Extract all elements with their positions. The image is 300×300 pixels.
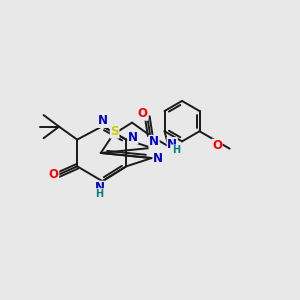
Text: N: N [167, 137, 177, 151]
Text: S: S [110, 125, 119, 138]
Text: N: N [153, 152, 163, 165]
Text: N: N [98, 114, 107, 128]
Text: N: N [149, 135, 159, 148]
Text: O: O [212, 139, 222, 152]
Text: N: N [128, 131, 138, 144]
Text: H: H [172, 145, 180, 155]
Text: H: H [95, 189, 104, 199]
Text: O: O [138, 107, 148, 120]
Text: O: O [49, 168, 59, 181]
Text: N: N [94, 181, 104, 194]
